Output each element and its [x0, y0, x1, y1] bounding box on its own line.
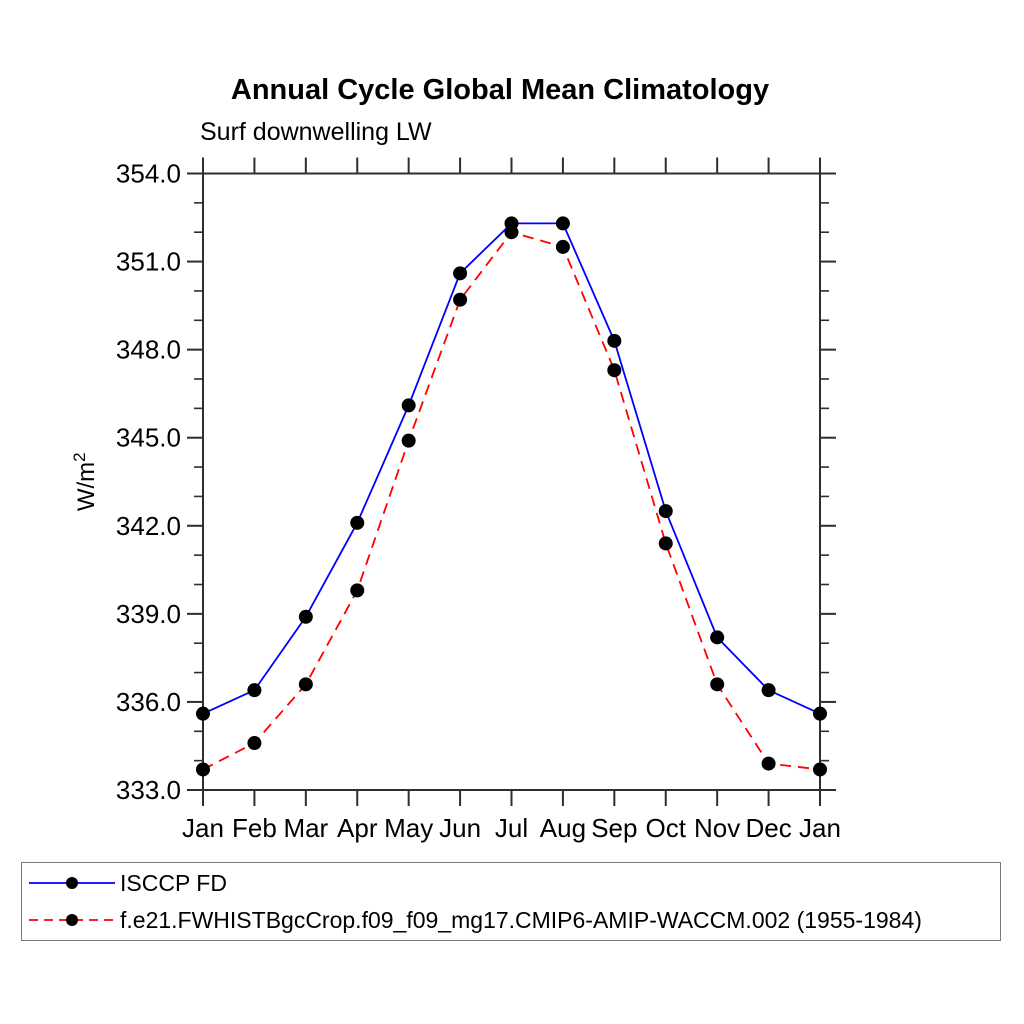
data-point-marker	[350, 515, 365, 530]
x-tick-label: Apr	[337, 813, 378, 843]
data-point-marker	[504, 225, 519, 240]
x-tick-label: Feb	[232, 813, 277, 843]
data-point-marker	[401, 433, 416, 448]
data-point-marker	[607, 363, 622, 378]
x-tick-label: Sep	[591, 813, 637, 843]
data-point-marker	[298, 677, 313, 692]
plot-border	[202, 172, 821, 791]
legend-box: ISCCP FD f.e21.FWHISTBgcCrop.f09_f09_mg1…	[21, 862, 1001, 941]
y-tick-label: 333.0	[116, 775, 181, 805]
data-point-marker	[196, 706, 210, 721]
data-point-marker	[761, 683, 776, 698]
series-line-0	[202, 222, 821, 715]
data-point-marker	[607, 333, 622, 348]
legend-line-sample-1	[29, 914, 115, 926]
x-tick-label: Dec	[745, 813, 791, 843]
legend-marker-icon	[66, 877, 78, 889]
chart-subtitle: Surf downwelling LW	[200, 118, 432, 146]
y-tick-label: 339.0	[116, 599, 181, 629]
legend-marker-icon	[66, 914, 78, 926]
x-tick-label: Jun	[439, 813, 481, 843]
legend-label: ISCCP FD	[120, 869, 227, 896]
data-point-marker	[761, 756, 776, 771]
x-tick-label: May	[384, 813, 433, 843]
legend-item-model-run: f.e21.FWHISTBgcCrop.f09_f09_mg17.CMIP6-A…	[26, 903, 1000, 937]
data-point-marker	[710, 630, 725, 645]
data-point-marker	[401, 398, 416, 413]
data-point-marker	[298, 609, 313, 624]
x-tick-label: Jul	[495, 813, 528, 843]
data-point-marker	[710, 677, 725, 692]
chart-title: Annual Cycle Global Mean Climatology	[230, 74, 770, 106]
y-tick-label: 345.0	[116, 423, 181, 453]
legend-line-sample-0	[29, 877, 115, 889]
data-point-marker	[350, 583, 365, 598]
legend-label: f.e21.FWHISTBgcCrop.f09_f09_mg17.CMIP6-A…	[120, 906, 922, 933]
y-tick-label: 348.0	[116, 335, 181, 365]
x-tick-label: Mar	[283, 813, 328, 843]
data-point-marker	[453, 292, 468, 307]
data-point-marker	[247, 736, 262, 751]
y-axis-label: W/m2	[70, 452, 100, 511]
data-point-marker	[453, 266, 468, 281]
data-point-marker	[658, 504, 673, 519]
x-tick-label: Jan	[799, 813, 841, 843]
data-point-marker	[813, 762, 827, 777]
y-tick-label: 354.0	[116, 159, 181, 189]
data-point-marker	[658, 536, 673, 551]
y-tick-label: 351.0	[116, 247, 181, 277]
data-point-marker	[196, 762, 210, 777]
x-tick-label: Jan	[182, 813, 224, 843]
y-tick-label: 342.0	[116, 511, 181, 541]
data-point-marker	[247, 683, 262, 698]
data-point-marker	[813, 706, 827, 721]
series-line-1	[202, 231, 821, 771]
data-point-marker	[555, 239, 570, 254]
x-tick-label: Nov	[694, 813, 740, 843]
x-tick-label: Aug	[540, 813, 586, 843]
x-tick-label: Oct	[646, 813, 687, 843]
legend-item-isccp-fd: ISCCP FD	[26, 866, 1000, 900]
data-point-marker	[555, 216, 570, 231]
y-tick-label: 336.0	[116, 687, 181, 717]
